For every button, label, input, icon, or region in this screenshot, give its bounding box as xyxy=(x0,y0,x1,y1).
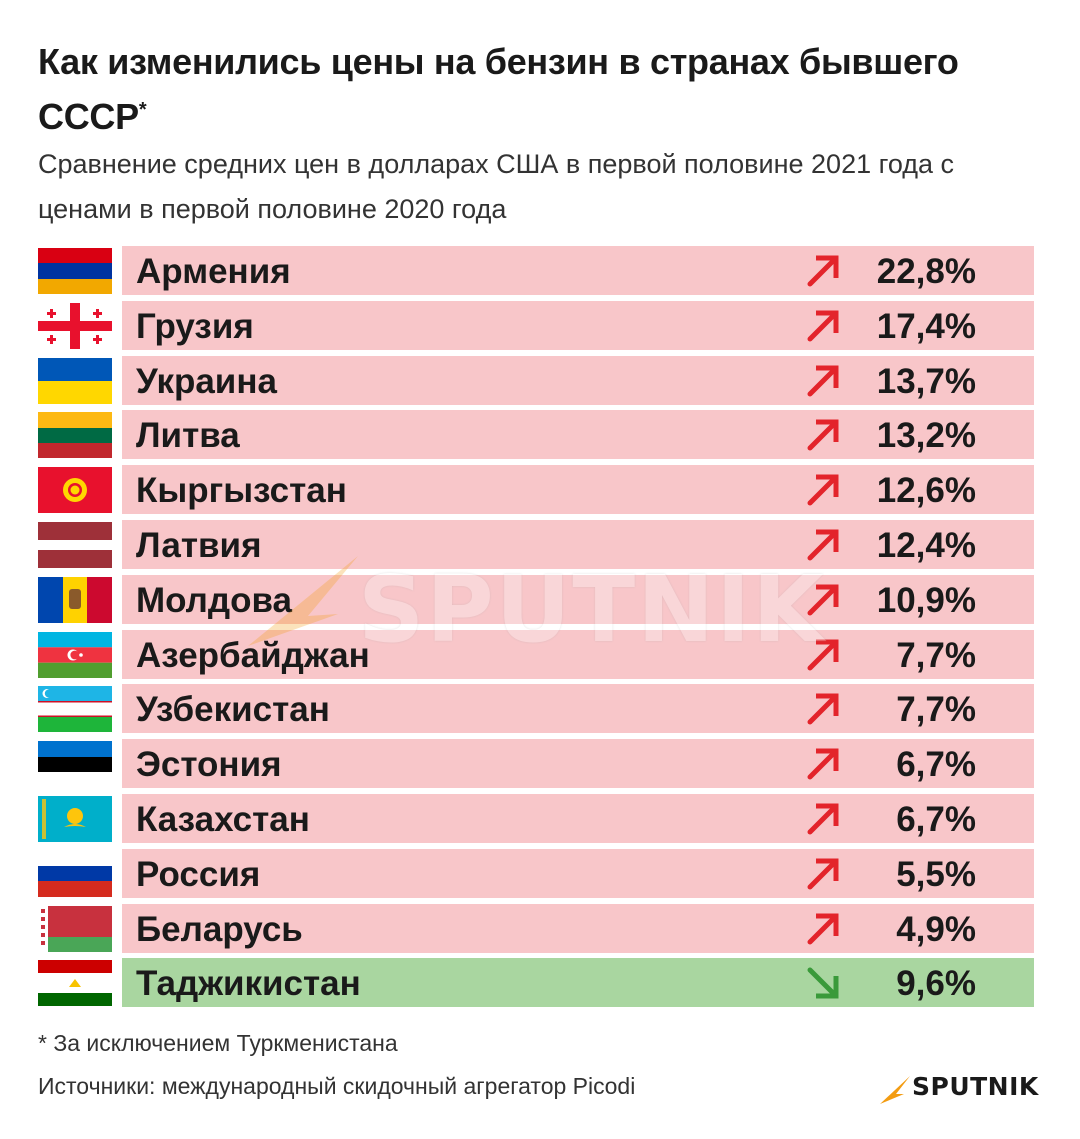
price-change-value: 12,4% xyxy=(876,526,976,565)
country-name: Кыргызстан xyxy=(136,471,347,511)
sputnik-logo-text: SPUTNIK xyxy=(912,1072,1039,1101)
price-change-value: 17,4% xyxy=(876,306,976,346)
row-bar xyxy=(122,520,1034,569)
table-row: Литва 13,2% xyxy=(38,410,1034,460)
table-row: Казахстан 6,7% xyxy=(38,794,1034,843)
arrow-up-right-icon xyxy=(804,910,842,948)
price-change-value: 6,7% xyxy=(896,745,976,785)
tajikistan-flag-icon xyxy=(38,960,112,1007)
country-name: Россия xyxy=(136,854,261,894)
latvia-flag-icon xyxy=(38,522,112,568)
price-change-value: 9,6% xyxy=(896,964,976,1004)
country-name: Грузия xyxy=(136,306,254,346)
row-bar xyxy=(122,410,1034,460)
country-name: Казахстан xyxy=(136,800,310,839)
price-change-value: 13,7% xyxy=(876,361,976,401)
arrow-up-right-icon xyxy=(804,800,842,838)
table-row: Армения 22,8% xyxy=(38,246,1034,295)
sputnik-logo-icon xyxy=(880,1076,910,1104)
table-row: Узбекистан 7,7% xyxy=(38,684,1034,734)
table-row: Кыргызстан 12,6% xyxy=(38,465,1034,515)
arrow-up-right-icon xyxy=(804,471,842,509)
table-row: Латвия 12,4% xyxy=(38,520,1034,569)
row-bar xyxy=(122,629,1034,679)
arrow-up-right-icon xyxy=(804,636,842,674)
uzbekistan-flag-icon xyxy=(38,686,112,733)
arrow-up-right-icon xyxy=(804,855,842,893)
table-row: Эстония 6,7% xyxy=(38,739,1034,789)
arrow-up-right-icon xyxy=(804,252,842,290)
row-bar xyxy=(122,300,1034,350)
row-bar xyxy=(122,739,1034,789)
lithuania-flag-icon xyxy=(38,412,112,459)
price-change-value: 6,7% xyxy=(896,800,976,839)
table-row: Беларусь 4,9% xyxy=(38,903,1034,953)
arrow-up-right-icon xyxy=(804,745,842,783)
price-change-value: 22,8% xyxy=(876,252,976,291)
table-row: Молдова 10,9% xyxy=(38,574,1034,624)
table-row: Россия 5,5% xyxy=(38,848,1034,898)
row-bar xyxy=(122,794,1034,843)
footnote: * За исключением Туркменистана xyxy=(38,1030,398,1056)
page-title-text: Как изменились цены на бензин в странах … xyxy=(38,41,959,137)
ukraine-flag-icon xyxy=(38,357,112,404)
row-bar xyxy=(122,958,1034,1008)
arrow-down-right-icon xyxy=(804,964,842,1002)
country-name: Эстония xyxy=(136,745,282,785)
source-note: Источники: международный скидочный агрег… xyxy=(38,1073,636,1099)
country-name: Таджикистан xyxy=(136,964,361,1004)
price-change-value: 10,9% xyxy=(876,580,976,620)
country-name: Узбекистан xyxy=(136,690,330,730)
country-name: Молдова xyxy=(136,580,293,620)
row-bar xyxy=(122,355,1034,405)
moldova-flag-icon xyxy=(38,576,112,623)
price-change-value: 12,6% xyxy=(876,471,976,511)
price-change-value: 7,7% xyxy=(896,635,976,675)
country-name: Украина xyxy=(136,361,277,401)
title-footnote-mark: * xyxy=(138,99,147,121)
arrow-up-right-icon xyxy=(804,581,842,619)
table-row: Грузия 17,4% xyxy=(38,300,1034,350)
arrow-up-right-icon xyxy=(804,526,842,564)
row-bar xyxy=(122,246,1034,295)
belarus-flag-icon xyxy=(38,905,112,952)
price-change-value: 13,2% xyxy=(876,416,976,456)
kyrgyzstan-flag-icon xyxy=(38,467,112,514)
row-bar xyxy=(122,574,1034,624)
country-name: Латвия xyxy=(136,526,262,565)
arrow-up-right-icon xyxy=(804,307,842,345)
row-bar xyxy=(122,848,1034,898)
row-bar xyxy=(122,465,1034,515)
arrow-up-right-icon xyxy=(804,690,842,728)
table-row: Таджикистан 9,6% xyxy=(38,958,1034,1008)
row-bar xyxy=(122,684,1034,734)
kazakhstan-flag-icon xyxy=(38,796,112,842)
arrow-up-right-icon xyxy=(804,416,842,454)
price-change-value: 4,9% xyxy=(896,909,976,949)
price-change-value: 7,7% xyxy=(896,690,976,730)
country-name: Армения xyxy=(136,252,291,291)
table-row: Украина 13,7% xyxy=(38,355,1034,405)
country-name: Азербайджан xyxy=(136,635,370,675)
table-row: Азербайджан 7,7% xyxy=(38,629,1034,679)
country-name: Литва xyxy=(136,416,240,456)
country-name: Беларусь xyxy=(136,909,303,949)
arrow-up-right-icon xyxy=(804,362,842,400)
row-bar xyxy=(122,903,1034,953)
georgia-flag-icon xyxy=(38,302,112,349)
sputnik-logo: SPUTNIK xyxy=(878,1068,1038,1108)
estonia-flag-icon xyxy=(38,741,112,788)
armenia-flag-icon xyxy=(38,248,112,294)
russia-flag-icon xyxy=(38,850,112,897)
page-subtitle: Сравнение средних цен в долларах США в п… xyxy=(38,149,955,224)
price-change-value: 5,5% xyxy=(896,854,976,894)
azerbaijan-flag-icon xyxy=(38,631,112,678)
page-title: Как изменились цены на бензин в странах … xyxy=(38,38,1038,141)
